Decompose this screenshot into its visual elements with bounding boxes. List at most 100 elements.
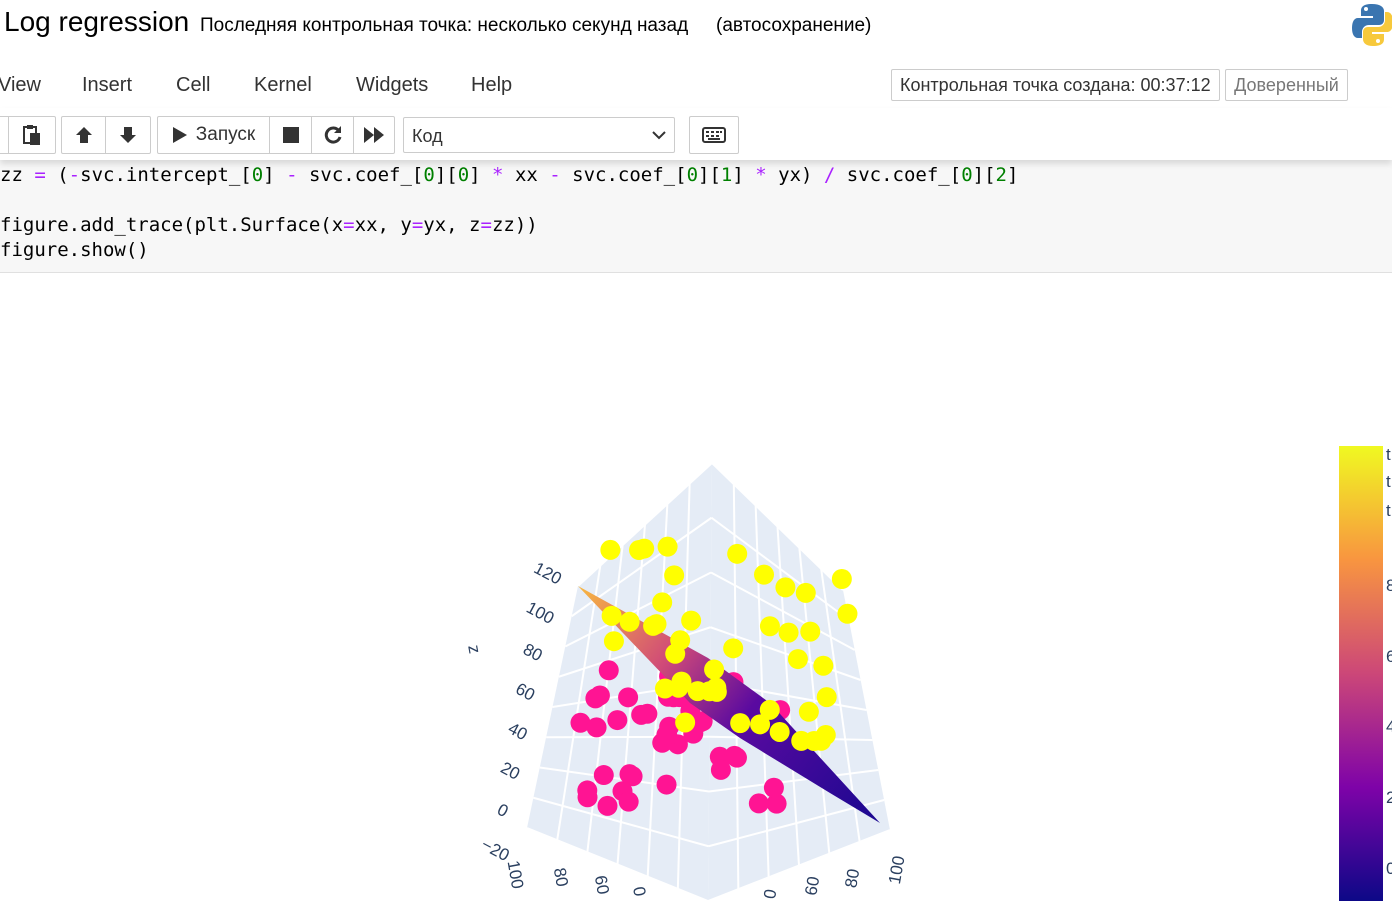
data-point[interactable] xyxy=(671,671,692,692)
data-point[interactable] xyxy=(659,716,680,737)
data-point[interactable] xyxy=(748,793,769,814)
data-point[interactable] xyxy=(815,725,836,746)
data-point[interactable] xyxy=(618,687,639,708)
keyboard-shortcuts-button[interactable] xyxy=(689,116,739,154)
data-point[interactable] xyxy=(724,745,745,766)
restart-button[interactable] xyxy=(312,117,354,153)
menu-cell[interactable]: Cell xyxy=(176,74,211,96)
data-point[interactable] xyxy=(570,712,591,733)
data-point[interactable] xyxy=(798,701,819,722)
trusted-badge[interactable]: Доверенный xyxy=(1225,69,1348,101)
notebook-title[interactable]: Log regression xyxy=(4,6,190,37)
data-point[interactable] xyxy=(692,711,713,732)
data-point[interactable] xyxy=(800,621,821,642)
autosave-status: (автосохранение) xyxy=(716,15,872,36)
data-point[interactable] xyxy=(646,614,667,635)
python-logo-icon[interactable] xyxy=(1352,2,1392,48)
data-point[interactable] xyxy=(710,759,731,780)
colorbar-tick-label: 2 xyxy=(1386,788,1392,807)
data-point[interactable] xyxy=(652,592,673,613)
y-tick-label: 0 xyxy=(760,888,780,901)
data-point[interactable] xyxy=(831,568,852,589)
code-line-3[interactable]: figure.show() xyxy=(0,239,149,261)
data-point[interactable] xyxy=(759,699,780,720)
data-point[interactable] xyxy=(631,704,652,725)
data-point[interactable] xyxy=(593,765,614,786)
stop-icon xyxy=(282,127,299,143)
data-point[interactable] xyxy=(603,631,624,652)
data-point[interactable] xyxy=(750,714,771,735)
menu-bar: View Insert Cell Kernel Widgets Help Кон… xyxy=(0,62,1392,109)
x-axis-ticks: 100 80 60 0 xyxy=(504,859,650,898)
data-point[interactable] xyxy=(577,787,598,808)
x-tick-label: 100 xyxy=(504,859,528,890)
data-point[interactable] xyxy=(656,774,677,795)
data-point[interactable] xyxy=(787,649,808,670)
run-all-button[interactable] xyxy=(354,117,394,153)
data-point[interactable] xyxy=(759,616,780,637)
data-point[interactable] xyxy=(589,685,610,706)
data-point[interactable] xyxy=(769,721,790,742)
run-button[interactable]: Запуск xyxy=(158,117,270,153)
data-point[interactable] xyxy=(586,717,607,738)
data-point[interactable] xyxy=(687,681,708,702)
data-point[interactable] xyxy=(763,777,784,798)
data-point[interactable] xyxy=(607,710,628,731)
x-tick-label: 60 xyxy=(591,874,613,896)
data-point[interactable] xyxy=(754,564,775,585)
menu-insert[interactable]: Insert xyxy=(82,74,133,96)
code-line-1[interactable]: zz = (-svc.intercept_[0] - svc.coef_[0][… xyxy=(0,164,1019,186)
data-point[interactable] xyxy=(775,577,796,598)
data-point[interactable] xyxy=(600,539,621,560)
menu-widgets[interactable]: Widgets xyxy=(356,74,429,96)
data-point[interactable] xyxy=(816,687,837,708)
data-point[interactable] xyxy=(664,565,685,586)
data-point[interactable] xyxy=(706,677,727,698)
data-point[interactable] xyxy=(601,605,622,626)
data-point[interactable] xyxy=(837,603,858,624)
data-point[interactable] xyxy=(704,659,725,680)
menu-kernel[interactable]: Kernel xyxy=(254,74,312,96)
x-tick-label: 0 xyxy=(629,885,649,898)
z-tick-label: 0 xyxy=(494,800,511,821)
data-point[interactable] xyxy=(766,793,787,814)
move-up-button[interactable] xyxy=(62,117,106,153)
colorbar-tick-label: 6 xyxy=(1386,647,1392,666)
colorbar-tick-label: 4 xyxy=(1386,717,1392,736)
code-line-2[interactable]: figure.add_trace(plt.Surface(x=xx, y=yx,… xyxy=(0,214,538,236)
copy-button[interactable] xyxy=(0,117,9,153)
menu-help[interactable]: Help xyxy=(471,74,513,96)
play-icon xyxy=(172,127,187,143)
data-point[interactable] xyxy=(657,536,678,557)
data-point[interactable] xyxy=(730,713,751,734)
move-down-button[interactable] xyxy=(106,117,150,153)
data-point[interactable] xyxy=(813,655,834,676)
data-point[interactable] xyxy=(597,795,618,816)
cell-type-select[interactable]: Код xyxy=(403,117,675,153)
data-point[interactable] xyxy=(681,610,702,631)
paste-button[interactable] xyxy=(9,117,55,153)
y-axis-ticks: 0 60 80 100 xyxy=(760,854,908,900)
code-cell[interactable]: zz = (-svc.intercept_[0] - svc.coef_[0][… xyxy=(0,160,1392,273)
data-point[interactable] xyxy=(778,622,799,643)
data-point[interactable] xyxy=(727,543,748,564)
data-point[interactable] xyxy=(670,630,691,651)
data-point[interactable] xyxy=(618,791,639,812)
data-point[interactable] xyxy=(723,638,744,659)
z-tick-label: −20 xyxy=(478,835,512,865)
notebook-toolbar: Запуск Код xyxy=(0,108,1392,160)
stop-button[interactable] xyxy=(270,117,312,153)
data-point[interactable] xyxy=(598,660,619,681)
series-class-1 xyxy=(600,536,858,751)
data-point[interactable] xyxy=(795,582,816,603)
run-label: Запуск xyxy=(195,124,256,145)
grid-line xyxy=(556,565,602,841)
data-point[interactable] xyxy=(634,538,655,559)
data-point[interactable] xyxy=(619,764,640,785)
data-point[interactable] xyxy=(654,678,675,699)
data-point[interactable] xyxy=(619,611,640,632)
data-point[interactable] xyxy=(675,712,696,733)
menu-view[interactable]: View xyxy=(0,74,41,96)
